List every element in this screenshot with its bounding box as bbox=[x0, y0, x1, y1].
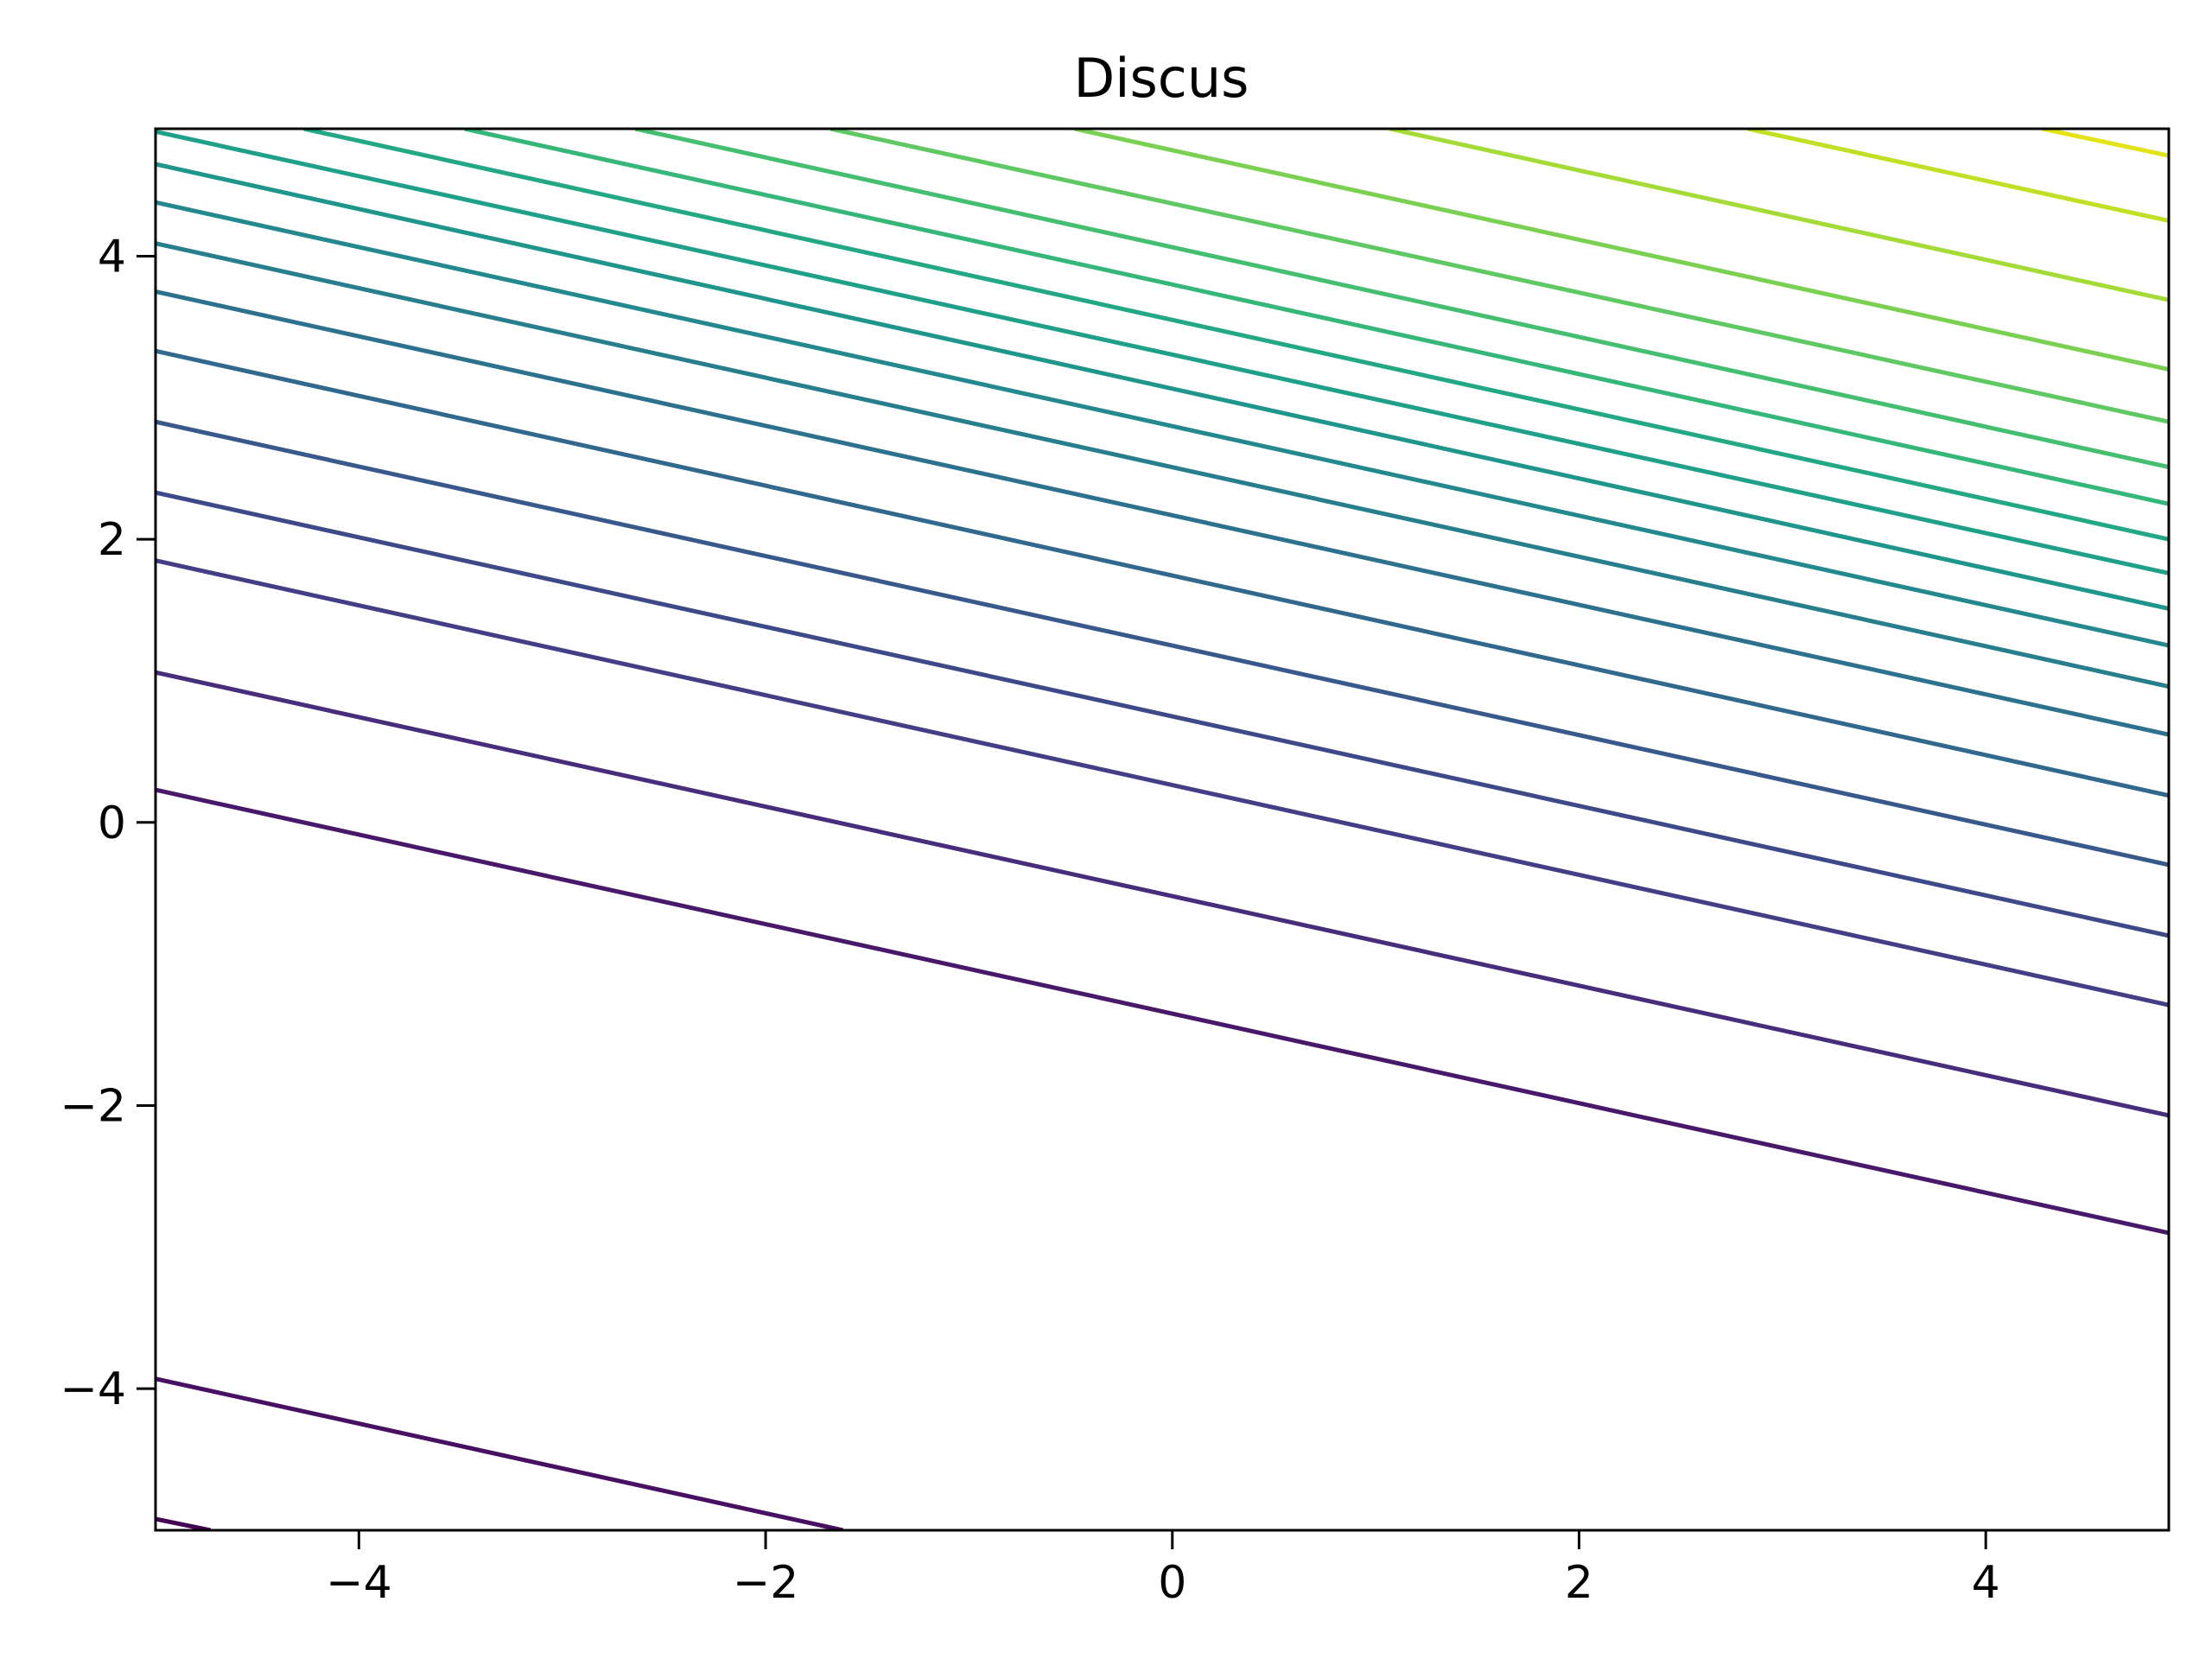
contour-lines bbox=[156, 129, 2169, 1530]
contour-line-9 bbox=[156, 289, 2169, 737]
contour-line-19 bbox=[1389, 129, 2169, 302]
y-tick-label: −4 bbox=[60, 1363, 126, 1415]
contour-line-7 bbox=[156, 419, 2169, 868]
contour-line-12 bbox=[156, 162, 2169, 611]
contour-line-18 bbox=[1074, 129, 2169, 372]
contour-line-1 bbox=[156, 1516, 212, 1530]
y-axis: −4 −2 0 2 4 bbox=[60, 231, 156, 1415]
x-tick-label: 2 bbox=[1565, 1557, 1593, 1609]
plot-frame bbox=[154, 127, 2171, 1532]
contour-line-15 bbox=[464, 129, 2169, 506]
x-tick-label: 4 bbox=[1972, 1557, 2000, 1609]
contour-line-11 bbox=[156, 200, 2169, 648]
chart-title: Discus bbox=[1074, 47, 1249, 110]
contour-line-20 bbox=[1747, 129, 2169, 223]
contour-line-13 bbox=[156, 129, 2169, 575]
contour-line-17 bbox=[830, 129, 2169, 424]
y-tick-label: 0 bbox=[98, 798, 126, 849]
contour-line-21 bbox=[2042, 129, 2169, 158]
contour-line-6 bbox=[156, 490, 2169, 938]
y-tick-label: 4 bbox=[98, 231, 126, 283]
x-tick-label: 0 bbox=[1158, 1557, 1186, 1609]
contour-line-16 bbox=[634, 129, 2169, 470]
contour-line-3 bbox=[156, 787, 2169, 1236]
x-tick-label: −4 bbox=[326, 1557, 392, 1609]
contour-line-4 bbox=[156, 670, 2169, 1118]
contour-line-8 bbox=[156, 348, 2169, 798]
y-tick-label: 2 bbox=[98, 514, 126, 566]
contour-line-2 bbox=[156, 1376, 844, 1530]
contour-line-10 bbox=[156, 241, 2169, 689]
y-tick-label: −2 bbox=[60, 1080, 126, 1132]
contour-line-5 bbox=[156, 558, 2169, 1007]
x-axis: −4 −2 0 2 4 bbox=[326, 1530, 2000, 1609]
x-tick-label: −2 bbox=[733, 1557, 799, 1609]
contour-line-14 bbox=[303, 129, 2169, 542]
